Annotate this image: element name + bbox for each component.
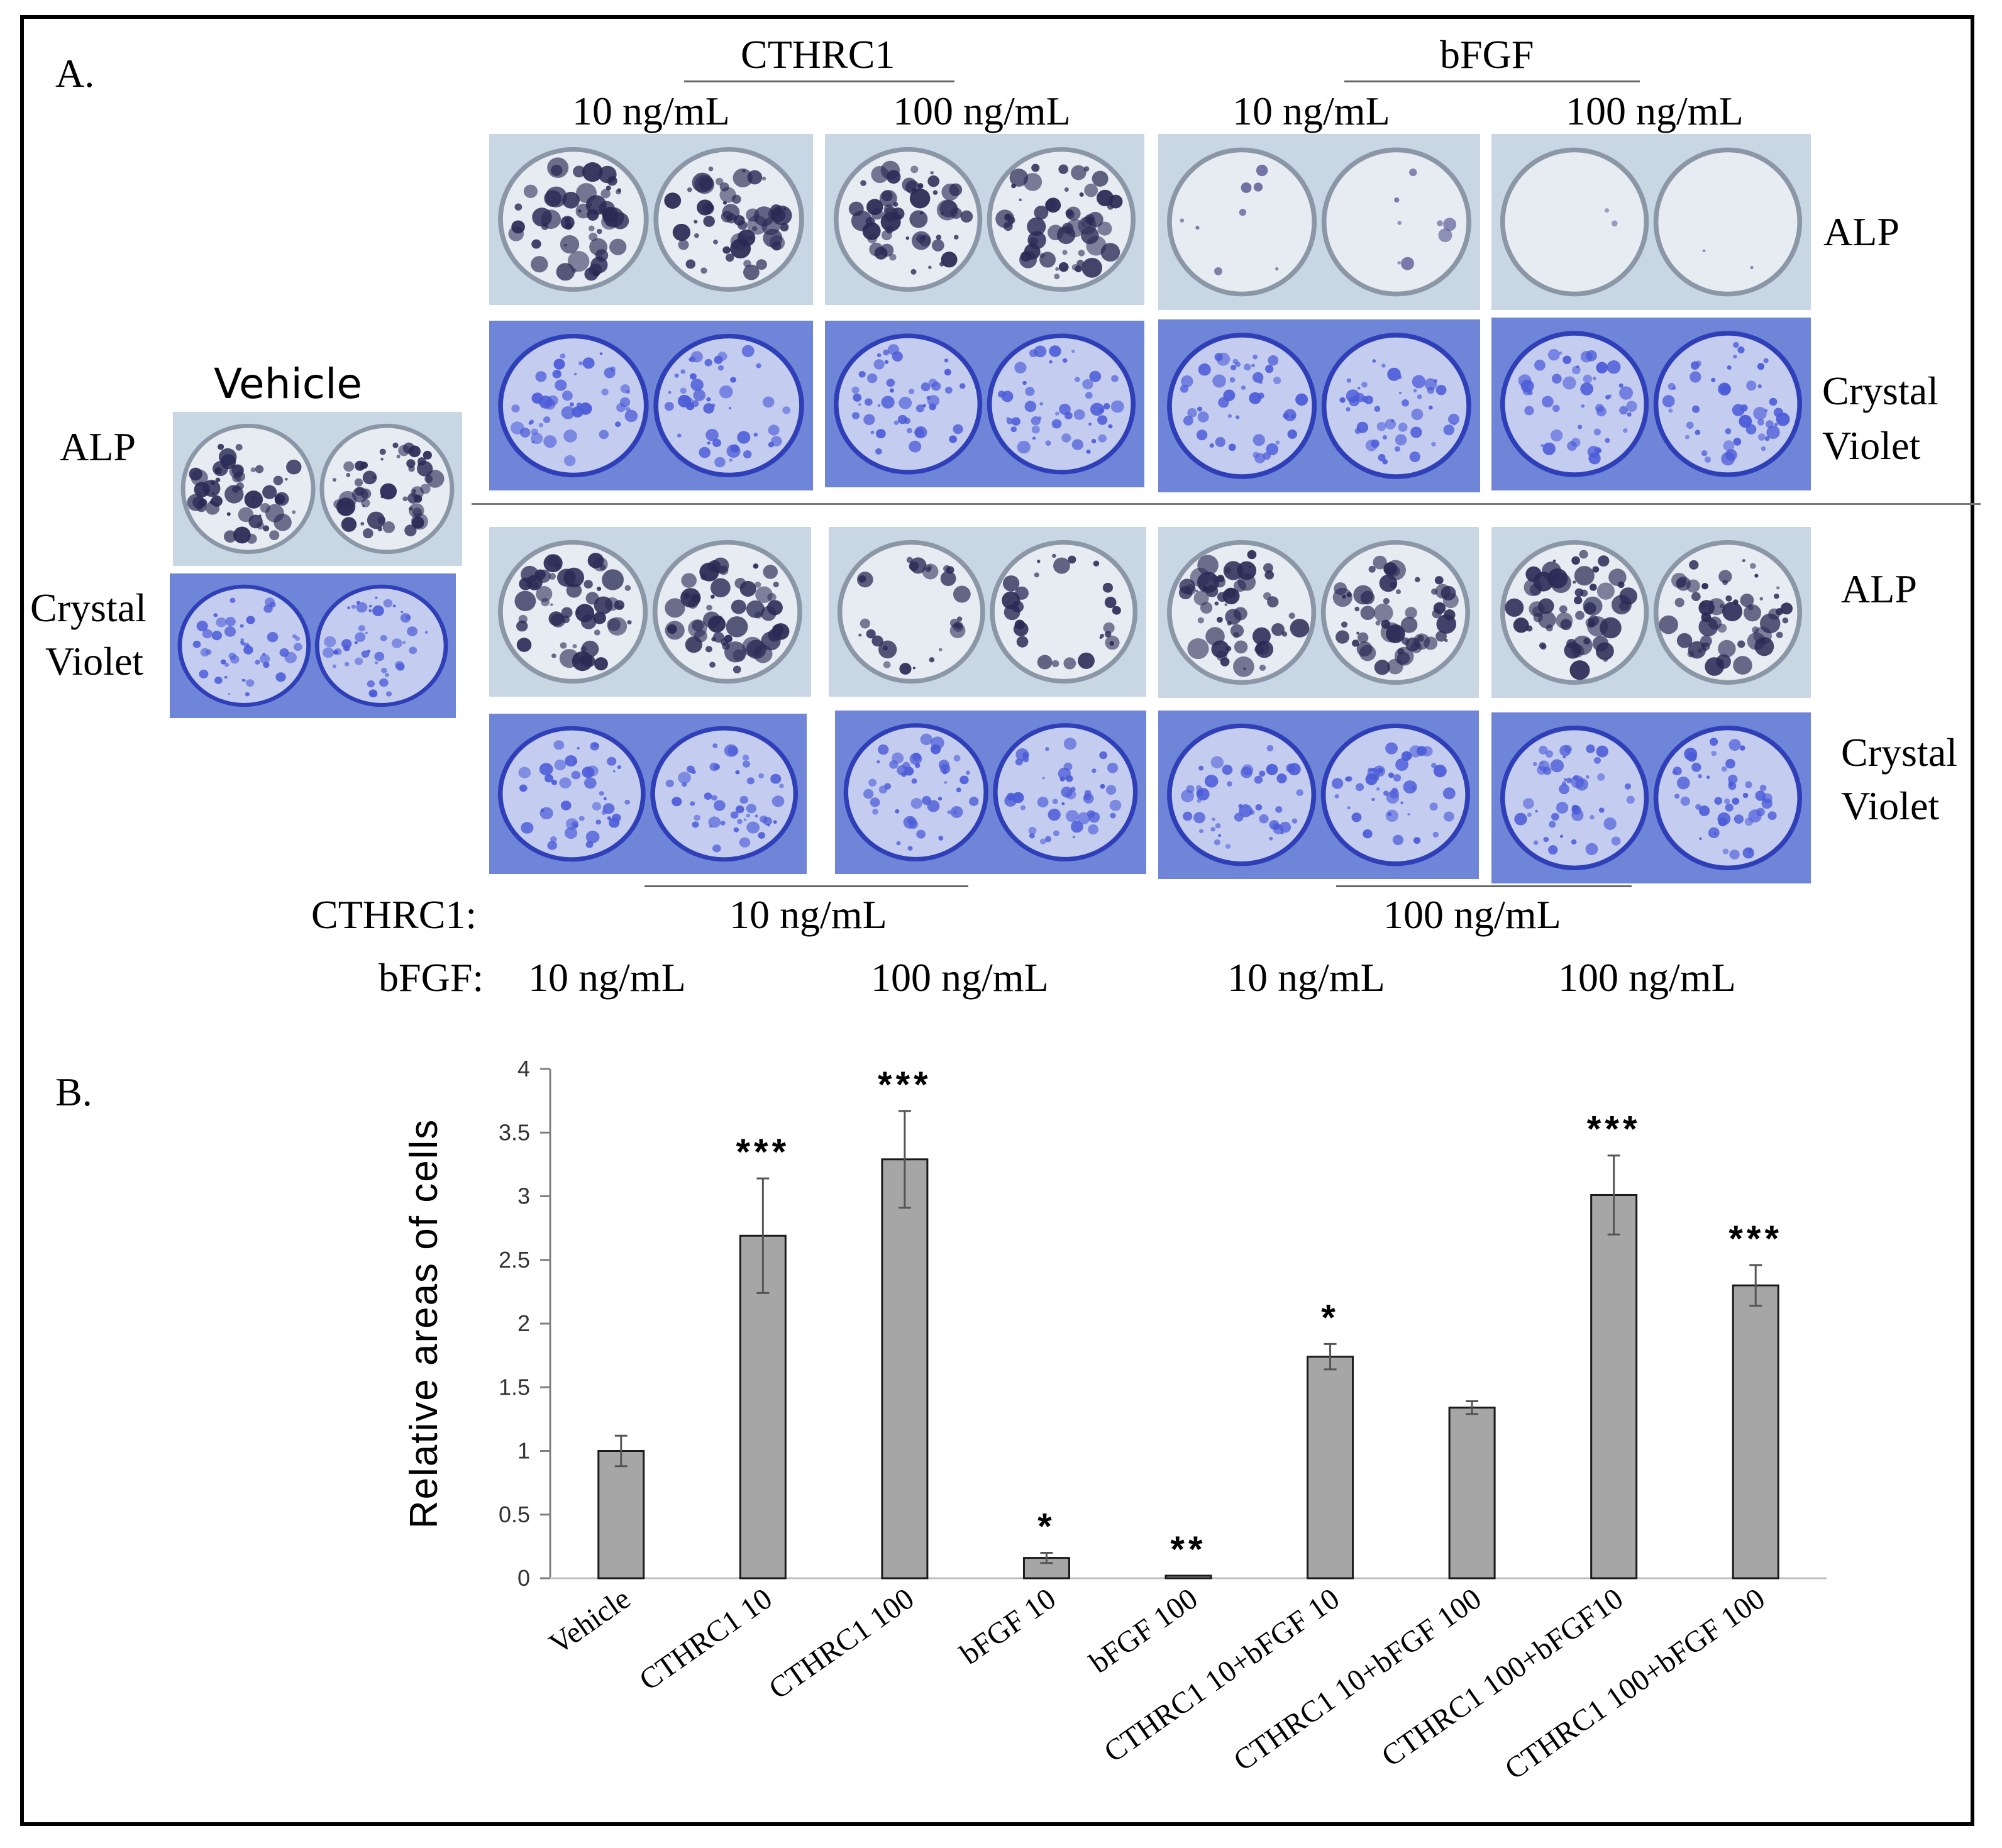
vehicle-cv-label-2: Violet — [45, 639, 144, 683]
bottom-cthrc1-conc-2: 100 ng/mL — [1383, 892, 1561, 937]
plate-photo-c100-b100-alp — [1491, 527, 1811, 698]
top-right-alp-label: ALP — [1823, 209, 1900, 254]
plate-photo-c10-b10-alp — [489, 527, 811, 697]
significance-label: *** — [1587, 1109, 1641, 1150]
significance-label: * — [1037, 1507, 1056, 1547]
plate-photo-c100-b10-cv — [1158, 711, 1479, 879]
plate-photo-c100-b10-alp — [1158, 527, 1479, 698]
bottom-bfgf-conc-2: 100 ng/mL — [871, 955, 1049, 1000]
plate-photo-vehicle-cv — [170, 573, 456, 718]
x-tick-label: CTHRC1 10 — [633, 1582, 778, 1697]
top-group-bfgf-line — [1344, 80, 1640, 82]
bottom-cthrc1-conc-1: 10 ng/mL — [729, 892, 887, 937]
bottom-bfgf-row-label: bFGF: — [379, 955, 484, 1000]
plate-photo-c10-b100-cv — [835, 711, 1146, 874]
x-tick-label: Vehicle — [543, 1582, 636, 1661]
significance-label: ** — [1170, 1529, 1206, 1570]
x-tick-label: bFGF 10 — [954, 1582, 1061, 1671]
x-tick-label: CTHRC1 100+bFGF10 — [1376, 1582, 1629, 1773]
plate-photo-cthrc1-10-cv — [489, 321, 813, 490]
significance-label: *** — [878, 1065, 932, 1105]
bar — [597, 1450, 645, 1580]
bottom-right-alp-label: ALP — [1841, 567, 1917, 611]
vehicle-alp-label: ALP — [60, 424, 136, 469]
bar — [1448, 1407, 1496, 1580]
plate-photo-vehicle-alp — [173, 412, 462, 566]
plate-photo-c10-b10-cv — [489, 714, 807, 874]
bottom-cthrc1-row-label: CTHRC1: — [311, 892, 477, 937]
top-conc-label-2: 100 ng/mL — [893, 89, 1071, 133]
vehicle-title: Vehicle — [214, 360, 363, 408]
panel-a-divider — [472, 503, 1981, 505]
x-tick-label: CTHRC1 100+bFGF 100 — [1499, 1582, 1771, 1786]
significance-label: * — [1321, 1297, 1339, 1338]
y-tick-label: 4 — [517, 1056, 530, 1082]
top-group-bfgf-label: bFGF — [1440, 32, 1534, 77]
plate-photo-c100-b100-cv — [1491, 712, 1811, 883]
bottom-bfgf-conc-4: 100 ng/mL — [1558, 955, 1736, 1000]
y-tick-label: 2.5 — [499, 1247, 530, 1273]
bottom-cthrc1-10-line — [644, 885, 968, 887]
figure-frame — [20, 15, 1974, 1826]
panel-b-label: B. — [55, 1070, 92, 1114]
top-conc-label-4: 100 ng/mL — [1566, 89, 1744, 133]
y-axis-label: Relative areas of cells — [402, 1119, 446, 1529]
top-conc-label-1: 10 ng/mL — [572, 89, 730, 133]
x-tick-label: bFGF 100 — [1083, 1582, 1203, 1680]
y-tick-label: 2 — [517, 1310, 530, 1336]
bar — [1732, 1284, 1779, 1580]
bar-chart: 0 0.5 1 1.5 2 2.5 3 3.5 4 Relative areas of cells… — [402, 1056, 1827, 1786]
vehicle-cv-label-1: Crystal — [30, 585, 147, 630]
top-right-cv-label-1: Crystal — [1822, 368, 1938, 413]
bottom-cthrc1-100-line — [1336, 885, 1632, 887]
top-conc-label-3: 10 ng/mL — [1232, 89, 1390, 133]
top-group-cthrc1-line — [684, 80, 954, 82]
top-group-cthrc1-label: CTHRC1 — [741, 32, 895, 77]
plate-photo-c10-b100-alp — [829, 527, 1146, 697]
significance-label: *** — [1728, 1219, 1783, 1259]
bar — [1590, 1193, 1638, 1580]
plate-photo-cthrc1-100-alp — [825, 134, 1144, 305]
y-tick-label: 0 — [517, 1565, 530, 1591]
plate-photo-cthrc1-100-cv — [825, 321, 1144, 487]
plate-photo-bfgf-10-alp — [1158, 134, 1480, 310]
bottom-bfgf-conc-1: 10 ng/mL — [528, 955, 686, 1000]
y-tick-label: 3 — [517, 1183, 530, 1209]
bottom-bfgf-conc-3: 10 ng/mL — [1227, 955, 1385, 1000]
y-tick-label: 3.5 — [499, 1119, 530, 1145]
top-right-cv-label-2: Violet — [1822, 423, 1921, 468]
plate-photo-bfgf-10-cv — [1158, 319, 1480, 492]
x-tick-label: CTHRC1 100 — [763, 1582, 920, 1706]
significance-label: *** — [736, 1132, 790, 1173]
bar — [881, 1158, 929, 1580]
y-tick-label: 1 — [517, 1438, 530, 1464]
bar — [1307, 1356, 1354, 1580]
panel-a-label: A. — [55, 51, 95, 96]
bottom-right-cv-label-1: Crystal — [1841, 730, 1957, 775]
y-tick-label: 1.5 — [499, 1374, 530, 1400]
x-tick-label: CTHRC1 10+bFGF 100 — [1227, 1582, 1487, 1778]
plate-photo-cthrc1-10-alp — [489, 134, 813, 305]
plate-photo-bfgf-100-cv — [1491, 318, 1811, 490]
x-tick-label: CTHRC1 10+bFGF 10 — [1098, 1582, 1345, 1769]
plate-photo-bfgf-100-alp — [1491, 134, 1811, 310]
bar — [1164, 1574, 1212, 1580]
bottom-right-cv-label-2: Violet — [1841, 783, 1940, 828]
y-tick-label: 0.5 — [499, 1502, 530, 1527]
